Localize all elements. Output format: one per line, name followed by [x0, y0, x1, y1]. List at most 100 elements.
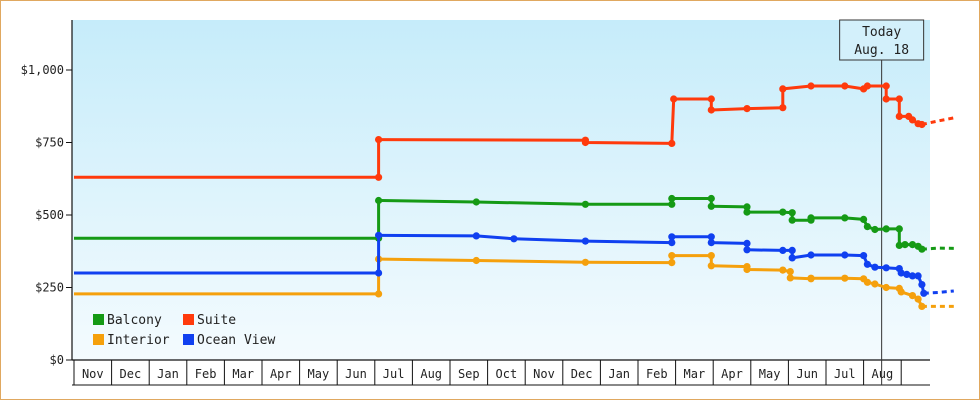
- data-point-balcony: [807, 214, 815, 222]
- data-point-interior: [375, 290, 383, 298]
- data-point-ocean-view: [841, 251, 849, 259]
- data-point-interior: [897, 288, 905, 296]
- data-point-ocean-view: [668, 239, 676, 247]
- data-point-ocean-view: [903, 270, 911, 278]
- x-tick-label: Mar: [232, 367, 254, 381]
- data-point-ocean-view: [871, 263, 879, 271]
- data-point-balcony: [788, 216, 796, 224]
- data-point-ocean-view: [375, 231, 383, 239]
- data-point-ocean-view: [863, 260, 872, 268]
- data-point-ocean-view: [897, 269, 905, 277]
- data-point-interior: [908, 292, 917, 300]
- legend-swatch-suite: [183, 314, 194, 325]
- data-point-interior: [786, 274, 794, 282]
- data-point-ocean-view: [779, 246, 787, 254]
- x-tick-label: Dec: [120, 367, 142, 381]
- data-point-interior: [882, 283, 890, 292]
- data-point-suite: [841, 82, 849, 90]
- data-point-balcony: [707, 194, 715, 203]
- data-point-balcony: [908, 241, 917, 249]
- data-point-interior: [707, 262, 715, 270]
- data-point-suite: [895, 95, 903, 103]
- legend-swatch-balcony: [93, 314, 104, 325]
- x-tick-label: May: [759, 367, 781, 381]
- x-tick-label: May: [308, 367, 330, 381]
- data-point-balcony: [743, 203, 751, 211]
- x-tick-label: Feb: [195, 367, 217, 381]
- data-point-suite: [895, 112, 903, 120]
- data-point-balcony: [863, 223, 872, 231]
- x-axis: Nov Dec Jan Feb Mar Apr May Jun Jul Aug Sep Oct Nov D…: [72, 359, 930, 386]
- data-point-interior: [863, 278, 872, 286]
- x-tick-label: Aug: [872, 367, 894, 381]
- x-tick-label: Jan: [608, 367, 630, 381]
- series-layer: [74, 82, 955, 310]
- data-point-suite: [375, 173, 383, 181]
- data-point-interior: [807, 274, 815, 282]
- data-point-suite: [670, 95, 678, 103]
- x-tick-label: Oct: [496, 367, 518, 381]
- data-point-balcony: [882, 225, 890, 233]
- y-tick-label: $0: [50, 353, 64, 367]
- data-point-suite: [779, 85, 787, 93]
- legend-label-balcony: Balcony: [107, 313, 162, 328]
- data-point-suite: [743, 105, 751, 113]
- data-point-interior: [871, 280, 879, 288]
- data-point-suite: [707, 106, 715, 114]
- data-point-ocean-view: [707, 239, 715, 247]
- legend-label-suite: Suite: [197, 313, 236, 328]
- data-point-ocean-view: [668, 233, 676, 241]
- x-tick-label: Jun: [796, 367, 818, 381]
- data-point-balcony: [860, 215, 868, 223]
- data-point-interior: [779, 266, 787, 274]
- legend: Balcony Interior Suite Ocean View: [93, 313, 275, 348]
- data-point-balcony: [668, 200, 676, 208]
- data-point-balcony: [779, 208, 787, 216]
- data-point-suite: [807, 82, 815, 90]
- today-date: Aug. 18: [854, 43, 909, 58]
- data-point-suite: [882, 82, 890, 90]
- data-point-suite: [707, 95, 715, 103]
- data-point-ocean-view: [918, 281, 926, 289]
- data-point-balcony: [895, 241, 903, 249]
- data-point-ocean-view: [908, 272, 917, 280]
- data-point-balcony: [895, 225, 903, 233]
- data-point-balcony: [668, 194, 676, 203]
- data-point-ocean-view: [581, 237, 590, 245]
- data-point-ocean-view: [375, 269, 383, 277]
- data-point-interior: [918, 302, 926, 310]
- data-point-balcony: [375, 196, 383, 205]
- data-point-ocean-view: [788, 246, 796, 254]
- data-point-balcony: [472, 198, 480, 206]
- legend-swatch-ocean-view: [183, 334, 194, 345]
- data-point-suite: [882, 95, 890, 103]
- x-tick-label: Mar: [684, 367, 706, 381]
- data-point-interior: [841, 274, 849, 282]
- data-point-ocean-view: [807, 251, 815, 259]
- data-point-ocean-view: [914, 272, 922, 280]
- data-point-balcony: [788, 209, 796, 217]
- series-projection-balcony: [921, 246, 954, 251]
- data-point-suite: [863, 82, 872, 90]
- today-box: [839, 19, 925, 61]
- data-point-balcony: [918, 245, 926, 253]
- data-point-balcony: [901, 241, 909, 249]
- data-point-ocean-view: [707, 233, 715, 241]
- y-tick-label: $750: [35, 136, 64, 150]
- data-point-interior: [786, 268, 794, 276]
- data-point-ocean-view: [743, 239, 751, 247]
- x-tick-label: Nov: [533, 367, 555, 381]
- legend-swatch-interior: [93, 334, 104, 345]
- x-tick-label: Nov: [82, 367, 104, 381]
- x-tick-label: Jul: [834, 367, 856, 381]
- data-point-balcony: [743, 208, 751, 216]
- y-tick-label: $1,000: [21, 63, 64, 77]
- x-tick-label: Dec: [571, 367, 593, 381]
- legend-label-ocean-view: Ocean View: [197, 333, 275, 348]
- y-axis: $0 $250 $500 $750 $1,000: [21, 20, 73, 367]
- data-point-balcony: [707, 202, 715, 210]
- today-marker: Today Aug. 18: [839, 19, 925, 385]
- series-projection-suite: [921, 116, 955, 126]
- y-tick-label: $500: [35, 208, 64, 222]
- data-point-ocean-view: [472, 232, 480, 240]
